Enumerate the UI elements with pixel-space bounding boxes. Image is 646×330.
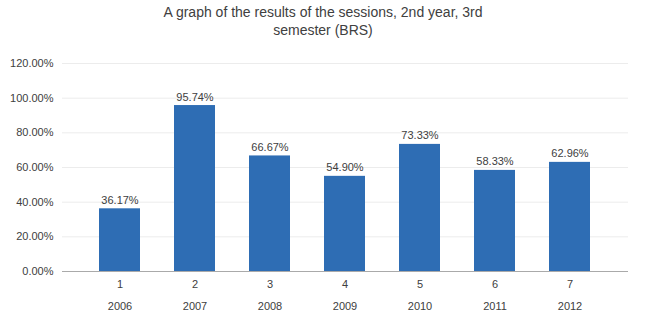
svg-text:0.00%: 0.00% — [22, 265, 53, 277]
svg-text:20.00%: 20.00% — [16, 230, 54, 242]
html-text:A graph of the results of the: A graph of the results of the sessions, … — [163, 4, 483, 38]
svg-text:22007: 22007 — [183, 278, 207, 312]
svg-text:120.00%: 120.00% — [10, 57, 54, 69]
svg-text:73.33%: 73.33% — [401, 129, 439, 141]
svg-text:40.00%: 40.00% — [16, 196, 54, 208]
svg-text:58.33%: 58.33% — [476, 155, 514, 167]
svg-text:100.00%: 100.00% — [10, 92, 54, 104]
svg-text:52010: 52010 — [408, 278, 432, 312]
svg-text:62.96%: 62.96% — [551, 147, 589, 159]
svg-text:72012: 72012 — [558, 278, 582, 312]
svg-text:12006: 12006 — [108, 278, 132, 312]
svg-text:95.74%: 95.74% — [176, 91, 214, 103]
svg-text:60.00%: 60.00% — [16, 161, 54, 173]
svg-text:42009: 42009 — [333, 278, 357, 312]
svg-text:32008: 32008 — [258, 278, 282, 312]
svg-text:54.90%: 54.90% — [326, 161, 364, 173]
svg-text:36.17%: 36.17% — [101, 194, 139, 206]
svg-text:66.67%: 66.67% — [251, 141, 289, 153]
svg-text:62011: 62011 — [483, 278, 507, 312]
svg-text:80.00%: 80.00% — [16, 126, 54, 138]
